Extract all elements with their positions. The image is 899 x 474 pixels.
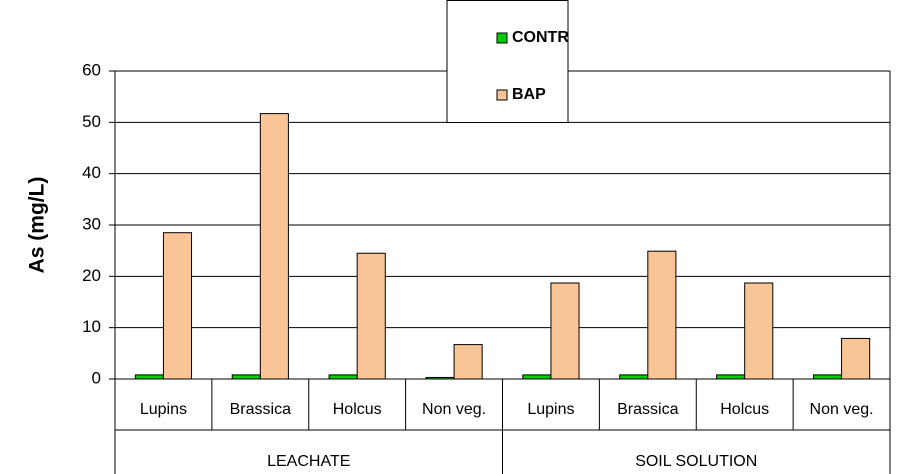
bar bbox=[841, 337, 871, 380]
y-tick-label: 0 bbox=[92, 368, 101, 387]
x-tick-label: Lupins bbox=[140, 401, 187, 418]
y-tick-label: 10 bbox=[82, 317, 101, 336]
x-tick-label: Non veg. bbox=[810, 401, 874, 418]
group-label: LEACHATE bbox=[267, 453, 350, 470]
bar bbox=[550, 282, 580, 380]
bar bbox=[647, 250, 677, 380]
y-tick-label: 50 bbox=[82, 112, 101, 131]
x-tick-label: Brassica bbox=[617, 401, 678, 418]
y-tick-label: 60 bbox=[82, 60, 101, 79]
bar bbox=[716, 374, 746, 380]
bar bbox=[453, 344, 483, 380]
bar bbox=[619, 374, 649, 380]
group-label: SOIL SOLUTION bbox=[635, 453, 757, 470]
bar bbox=[162, 232, 193, 380]
x-tick-label: Lupins bbox=[527, 401, 574, 418]
bar bbox=[744, 282, 774, 380]
bar bbox=[522, 374, 552, 380]
x-tick-label: Brassica bbox=[230, 401, 291, 418]
legend-box bbox=[446, 0, 569, 123]
legend-label: CONTR bbox=[512, 29, 569, 46]
bar bbox=[812, 374, 843, 380]
bar bbox=[134, 374, 164, 380]
y-tick-label: 30 bbox=[82, 214, 101, 233]
y-axis-label: As (mg/L) bbox=[26, 177, 49, 274]
legend-swatch bbox=[496, 89, 508, 101]
bar bbox=[231, 374, 261, 380]
legend-swatch bbox=[496, 32, 508, 44]
bar bbox=[328, 374, 358, 380]
bar bbox=[259, 113, 289, 380]
legend-label: BAP bbox=[512, 86, 546, 103]
y-tick-label: 20 bbox=[82, 266, 101, 285]
bar bbox=[356, 252, 386, 380]
y-tick-label: 40 bbox=[82, 163, 101, 182]
x-tick-label: Holcus bbox=[333, 401, 382, 418]
x-tick-label: Non veg. bbox=[422, 401, 486, 418]
x-tick-label: Holcus bbox=[720, 401, 769, 418]
